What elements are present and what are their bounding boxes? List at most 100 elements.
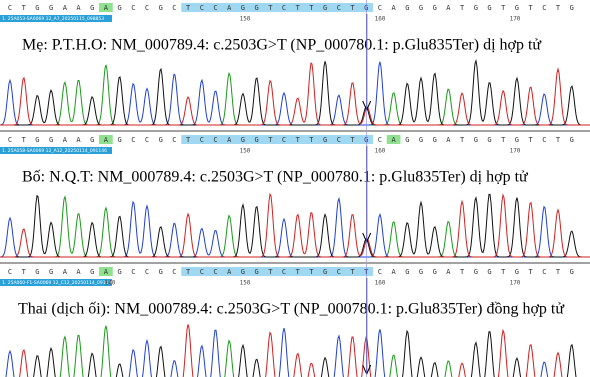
base-letter: A — [76, 4, 81, 12]
base-letter: G — [159, 268, 163, 276]
highlight — [181, 3, 373, 12]
chromatogram-figure: CTGGAAGAGCCGCTCCAGGTCTTGCTGCAGGGATGGTGTC… — [0, 0, 590, 377]
base-letter: G — [241, 136, 245, 144]
base-letter: A — [391, 268, 396, 276]
base-letter: C — [172, 4, 176, 12]
base-letter: G — [117, 268, 121, 276]
base-letter: C — [337, 268, 341, 276]
base-letter: T — [501, 136, 506, 144]
base-letter: C — [200, 136, 204, 144]
base-letter: C — [200, 268, 204, 276]
base-letter: G — [487, 136, 491, 144]
base-letter: C — [542, 268, 546, 276]
base-letter: G — [405, 268, 409, 276]
base-letter: T — [501, 4, 506, 12]
base-letter: C — [145, 268, 149, 276]
position-label: 160 — [375, 280, 386, 287]
base-letter: G — [570, 4, 574, 12]
caption: Bố: N.Q.T: NM_000789.4: c.2503G>T (NP_00… — [22, 169, 529, 186]
base-letter: G — [35, 268, 39, 276]
base-letter: A — [76, 136, 81, 144]
base-letter: G — [323, 136, 327, 144]
base-letter: G — [515, 4, 519, 12]
base-letter: G — [364, 4, 368, 12]
base-letter: C — [378, 136, 382, 144]
base-letter: G — [405, 136, 409, 144]
trace — [0, 324, 590, 377]
sample-id: 1. 25A053-SA0069 12_A7_20250115_098853 — [2, 16, 104, 22]
base-letter: T — [501, 268, 506, 276]
position-label: 170 — [510, 280, 521, 287]
base-letter: C — [337, 4, 341, 12]
base-letter: G — [515, 136, 519, 144]
base-letter: G — [433, 4, 437, 12]
base-letter: G — [90, 136, 94, 144]
base-letter: T — [528, 4, 533, 12]
base-letter: G — [117, 136, 121, 144]
base-letter: G — [570, 268, 574, 276]
base-letter: G — [35, 136, 39, 144]
base-letter: A — [391, 4, 396, 12]
position-label: 170 — [510, 16, 521, 23]
base-letter: T — [22, 4, 27, 12]
position-label: 140 — [105, 280, 116, 287]
base-letter: C — [172, 136, 176, 144]
base-letter: C — [8, 4, 12, 12]
base-letter: G — [474, 136, 478, 144]
base-letter: C — [131, 4, 135, 12]
base-letter: C — [200, 4, 204, 12]
base-letter: T — [556, 4, 561, 12]
base-letter: G — [117, 4, 121, 12]
base-letter: A — [446, 268, 451, 276]
base-letter: G — [419, 268, 423, 276]
base-letter: C — [378, 4, 382, 12]
base-letter: G — [570, 136, 574, 144]
base-letter: G — [49, 136, 53, 144]
position-label: 160 — [375, 148, 386, 155]
base-letter: A — [63, 136, 68, 144]
base-letter: G — [419, 4, 423, 12]
base-letter: T — [460, 136, 465, 144]
position-label: 160 — [375, 16, 386, 23]
base-letter: G — [433, 268, 437, 276]
base-letter: G — [323, 4, 327, 12]
base-letter: T — [556, 136, 561, 144]
sample-id: 1. 25A058-SA0069 12_A12_20250114_091146 — [2, 148, 107, 154]
base-letter: G — [241, 268, 245, 276]
base-letter: C — [282, 268, 286, 276]
base-letter: C — [8, 268, 12, 276]
base-letter: G — [515, 268, 519, 276]
base-letter: G — [405, 4, 409, 12]
base-letter: T — [22, 136, 27, 144]
base-letter: C — [131, 268, 135, 276]
base-letter: G — [159, 136, 163, 144]
trace — [0, 61, 590, 125]
base-letter: A — [63, 268, 68, 276]
base-letter: T — [22, 268, 27, 276]
base-letter: T — [460, 268, 465, 276]
base-letter: G — [49, 4, 53, 12]
position-label: 170 — [510, 148, 521, 155]
base-letter: T — [460, 4, 465, 12]
trace — [0, 194, 590, 257]
base-letter: C — [145, 136, 149, 144]
base-letter: C — [378, 268, 382, 276]
base-letter: G — [159, 4, 163, 12]
base-letter: G — [254, 4, 258, 12]
base-letter: G — [90, 4, 94, 12]
base-letter: G — [474, 4, 478, 12]
base-letter: G — [487, 268, 491, 276]
caption: Thai (dịch ối): NM_000789.4: c.2503G>T (… — [18, 301, 565, 318]
highlight — [181, 135, 373, 144]
base-letter: G — [90, 268, 94, 276]
base-letter: G — [419, 136, 423, 144]
base-letter: G — [241, 4, 245, 12]
base-letter: G — [433, 136, 437, 144]
base-letter: C — [131, 136, 135, 144]
base-letter: A — [446, 4, 451, 12]
position-label: 150 — [240, 16, 251, 23]
base-letter: G — [364, 136, 368, 144]
sample-id: 1. 25A060-F1-SA0069 12_C12_20250114_0911… — [2, 280, 114, 286]
base-letter: A — [63, 4, 68, 12]
base-letter: C — [282, 136, 286, 144]
